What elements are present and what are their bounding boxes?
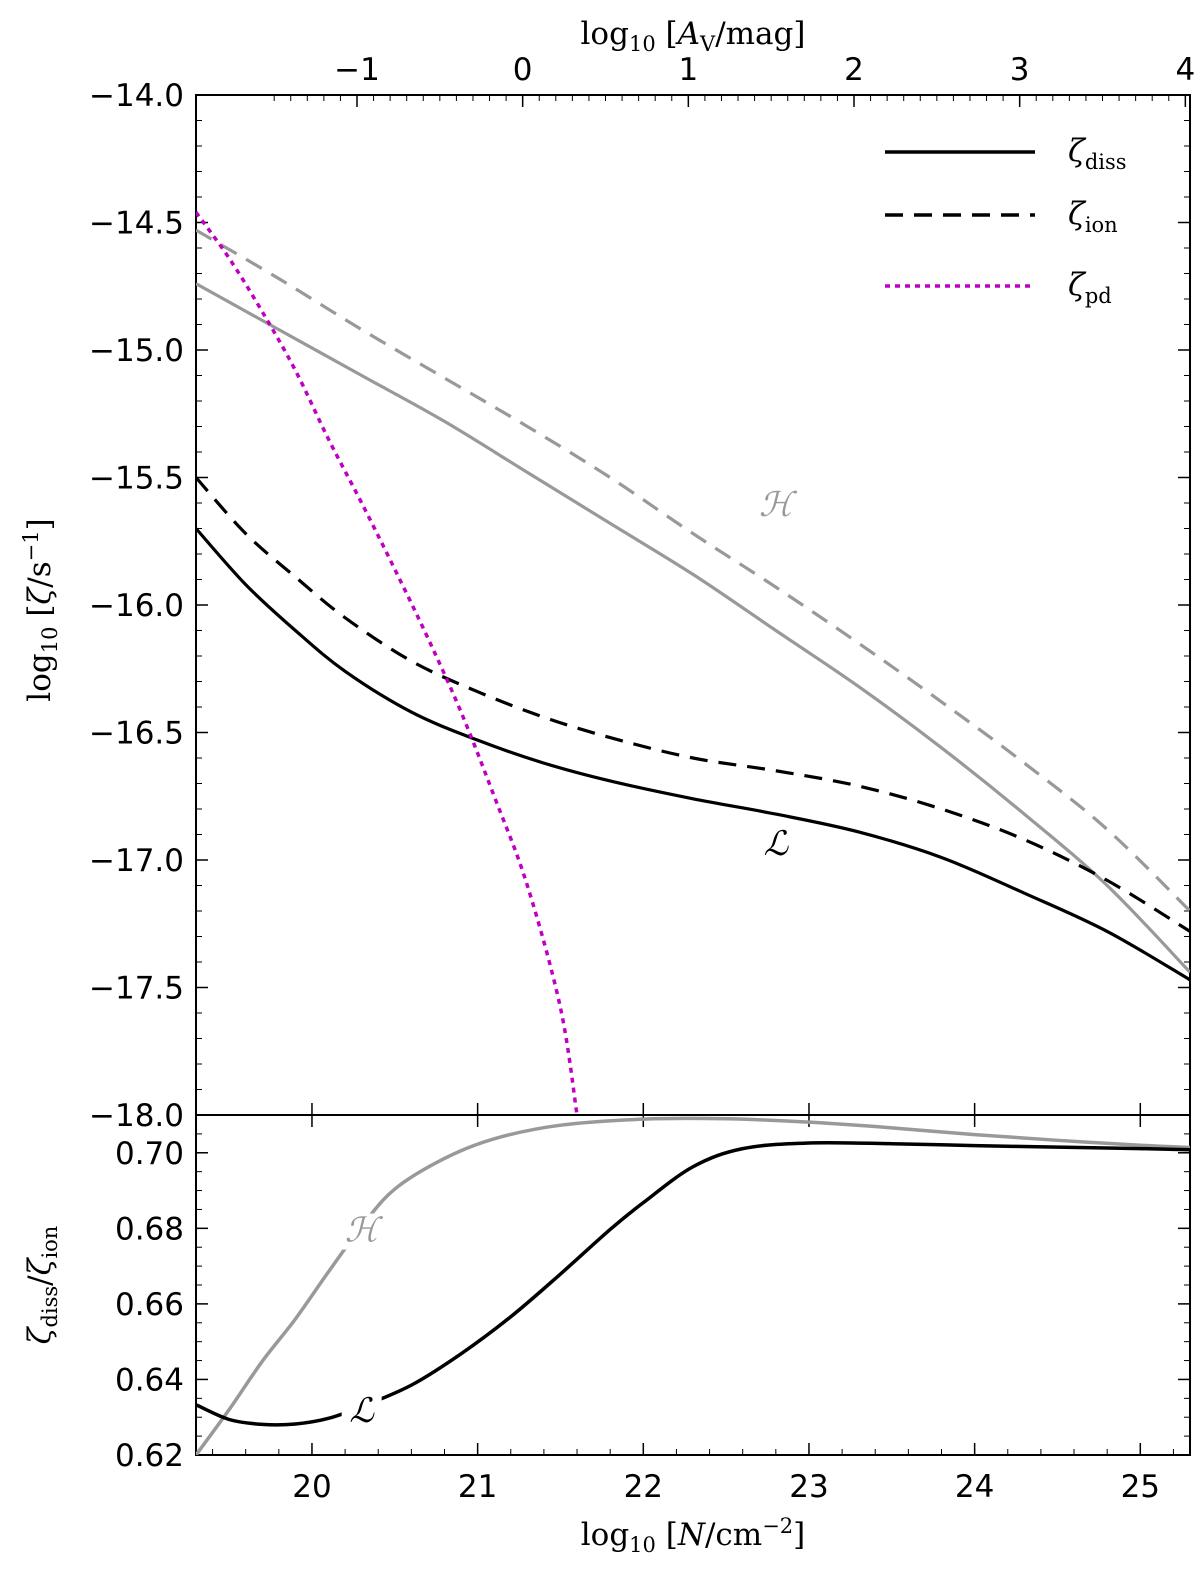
- legend: ζdiss ζion ζpd: [885, 133, 1127, 308]
- legend-label-ion: ζion: [1068, 196, 1118, 237]
- curve-annotations: ℋ ℒ ℋ ℒ: [341, 485, 798, 1431]
- top-x2tick-label: 1: [678, 52, 698, 88]
- bottom-ytick-label: 0.66: [115, 1287, 184, 1323]
- bottom-curve-label-halo: [341, 1213, 382, 1250]
- bottom-xtick-label: 20: [292, 1469, 331, 1505]
- bottom-panel-ticks: 0.62 0.64 0.66 0.68 0.70 20 21 22 23 24 25: [115, 1114, 1190, 1505]
- bottom-curve-label-0: ℋ: [345, 1211, 384, 1251]
- top-x2tick-label: 2: [844, 52, 864, 88]
- series-line-L_ratio: [196, 1140, 1190, 1427]
- top-ytick-label: −14.5: [89, 206, 184, 242]
- bottom-ytick-label: 0.70: [115, 1136, 184, 1172]
- top-ytick-label: −15.0: [89, 333, 184, 369]
- top-axis-title: log10 [AV/mag]: [581, 16, 806, 56]
- top-ytick-label: −18.0: [89, 1098, 184, 1134]
- bottom-ytick-label: 0.64: [115, 1362, 184, 1398]
- series-line-H_ratio: [196, 1116, 1190, 1455]
- top-ytick-label: −15.5: [89, 461, 184, 497]
- bottom-xtick-label: 25: [1121, 1469, 1160, 1505]
- series-line-H_ion: [196, 228, 1190, 913]
- top-x2tick-label: −1: [334, 52, 380, 88]
- top-ytick-label: −16.5: [89, 716, 184, 752]
- bottom-ytick-label: 0.68: [115, 1211, 184, 1247]
- top-ytick-label: −14.0: [89, 78, 184, 114]
- top-x2tick-label: 0: [513, 52, 533, 88]
- bottom-y-axis-title: ζdiss/ζion: [22, 1226, 62, 1345]
- bottom-xtick-label: 22: [624, 1469, 663, 1505]
- bottom-xtick-label: 24: [955, 1469, 994, 1505]
- series-line-L_diss: [196, 527, 1190, 982]
- top-y-axis-title: log10 [ζ/s−1]: [19, 518, 62, 701]
- top-x2tick-label: 4: [1175, 52, 1195, 88]
- series-line-L_ion: [196, 476, 1190, 933]
- top-ytick-label: −17.0: [89, 843, 184, 879]
- legend-label-diss: ζdiss: [1068, 133, 1127, 174]
- bottom-curve-label-1: ℒ: [349, 1391, 375, 1431]
- top-curve-label-1: ℒ: [764, 824, 790, 864]
- bottom-panel-series: [196, 1116, 1190, 1455]
- top-ytick-label: −17.5: [89, 971, 184, 1007]
- bottom-xtick-label: 23: [789, 1469, 828, 1505]
- bottom-curve-label-halo: [341, 1394, 382, 1431]
- legend-label-pd: ζpd: [1068, 267, 1112, 308]
- top-panel-ticks: −14.0 −14.5 −15.0 −15.5 −16.0 −16.5 −17.0 −17.5…: [89, 52, 1195, 1134]
- top-panel-series: [196, 211, 1190, 1115]
- series-line-H_diss: [196, 282, 1190, 974]
- bottom-xtick-label: 21: [458, 1469, 497, 1505]
- x-axis-title: log10 [N/cm−2]: [581, 1514, 806, 1557]
- top-panel-frame: [195, 94, 1191, 1116]
- series-line-pd: [196, 211, 579, 1115]
- top-curve-label-0: ℋ: [759, 485, 798, 525]
- top-ytick-label: −16.0: [89, 588, 184, 624]
- top-x2tick-label: 3: [1010, 52, 1030, 88]
- bottom-ytick-label: 0.62: [115, 1438, 184, 1474]
